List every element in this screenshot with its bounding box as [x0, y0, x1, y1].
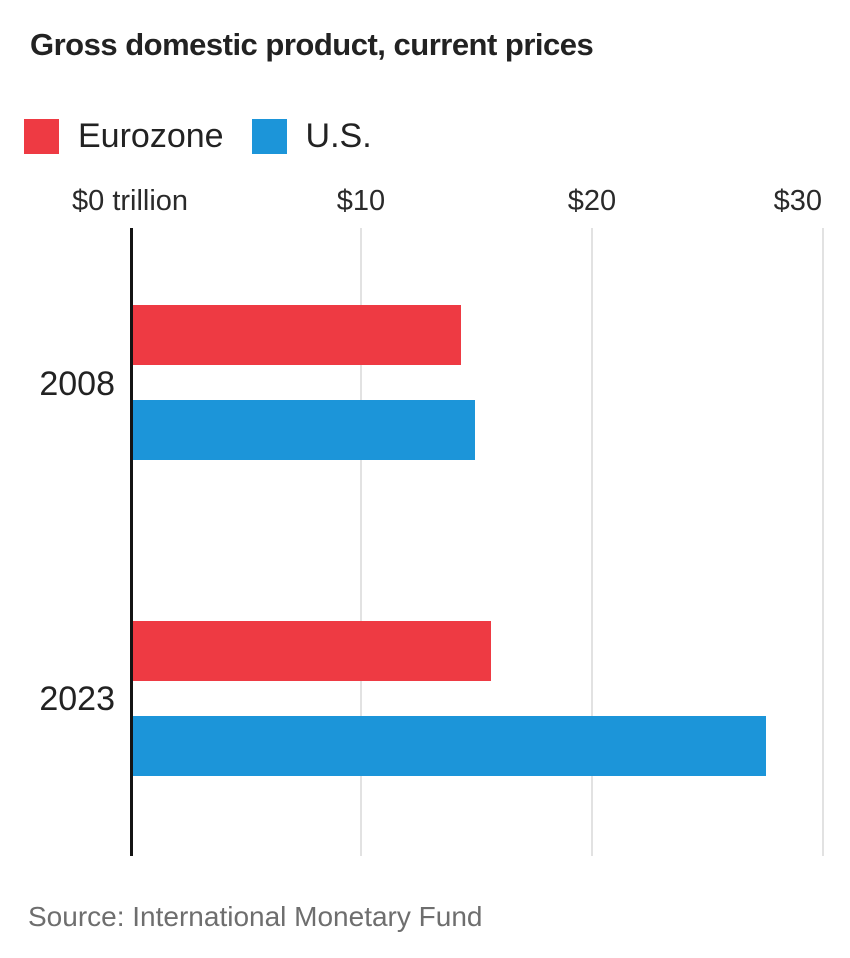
chart-title: Gross domestic product, current prices	[30, 27, 594, 62]
y-axis-line	[130, 228, 133, 856]
legend-item-eurozone: Eurozone	[24, 117, 224, 156]
bar-2023-eurozone	[133, 621, 491, 681]
source-note: Source: International Monetary Fund	[28, 901, 483, 932]
x-axis-tick-0-trillion: $0 trillion	[72, 185, 189, 217]
gridline-30	[822, 228, 824, 856]
legend: Eurozone U.S.	[24, 117, 372, 156]
x-axis-tick-10: $10	[336, 185, 386, 217]
gridline-10	[360, 228, 362, 856]
plot-area	[130, 228, 850, 856]
legend-item-us: U.S.	[251, 117, 372, 156]
legend-swatch-eurozone	[24, 119, 59, 154]
legend-swatch-us	[251, 119, 287, 154]
bar-2008-eurozone	[133, 305, 461, 365]
category-label-2008: 2008	[39, 365, 115, 403]
legend-label-us: U.S.	[305, 117, 372, 155]
x-axis-tick-30: $30	[773, 185, 822, 217]
legend-label-eurozone: Eurozone	[78, 117, 224, 155]
category-label-2023: 2023	[39, 680, 115, 718]
bar-2023-us	[133, 716, 766, 776]
x-axis-tick-20: $20	[567, 185, 617, 217]
bar-2008-us	[133, 400, 475, 460]
gridline-20	[591, 228, 593, 856]
